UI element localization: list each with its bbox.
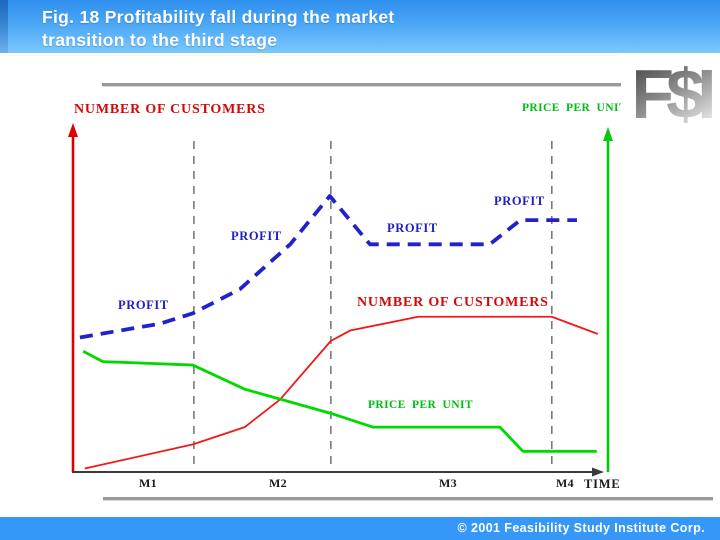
left-axis-label: NUMBER OF CUSTOMERS xyxy=(74,102,266,117)
left-axis-arrow-icon xyxy=(68,123,78,137)
data-series-lines xyxy=(79,194,599,470)
profit-curve-label-2: PROFIT xyxy=(231,229,282,243)
milestone-label-m3: M3 xyxy=(439,476,457,490)
milestone-label-m1: M1 xyxy=(139,476,157,490)
slide-title-line2: transition to the third stage xyxy=(42,29,278,50)
right-axis-label: PRICE PER UNIT xyxy=(522,102,627,114)
fsi-logo-graphic: F$I xyxy=(631,55,720,133)
stage-grid-lines xyxy=(193,141,553,470)
header-left-edge xyxy=(0,0,8,53)
x-axis-arrow-icon xyxy=(592,467,604,477)
fsi-logo-text: F$I xyxy=(631,55,712,132)
number-of-customers-line xyxy=(84,315,599,470)
price-curve-label: PRICE PER UNIT xyxy=(368,399,473,411)
right-axis-price xyxy=(603,127,613,472)
slide-footer: © 2001 Feasibility Study Institute Corp. xyxy=(0,517,720,540)
fsi-logo: F$I xyxy=(621,55,720,133)
profit-curve-label-3: PROFIT xyxy=(387,221,438,235)
left-axis-customers xyxy=(68,123,78,472)
right-axis-arrow-icon xyxy=(603,127,613,141)
slide-title-line1: Fig. 18 Profitability fall during the ma… xyxy=(42,7,395,27)
customers-curve-label: NUMBER OF CUSTOMERS xyxy=(357,295,549,310)
copyright-text: © 2001 Feasibility Study Institute Corp. xyxy=(457,521,705,535)
milestone-label-m2: M2 xyxy=(269,476,287,490)
slide-title: Fig. 18 Profitability fall during the ma… xyxy=(42,6,395,51)
milestone-label-m4: M4 xyxy=(556,476,574,490)
price-per-unit-line xyxy=(82,350,597,453)
x-axis-time xyxy=(72,467,604,477)
profit-curve-label-1: PROFIT xyxy=(118,298,169,312)
time-axis-label: TIME xyxy=(584,477,621,491)
bottom-divider xyxy=(103,497,713,501)
profit-curve-label-4: PROFIT xyxy=(494,194,545,208)
slide-header: Fig. 18 Profitability fall during the ma… xyxy=(0,0,720,56)
top-divider xyxy=(102,83,713,87)
